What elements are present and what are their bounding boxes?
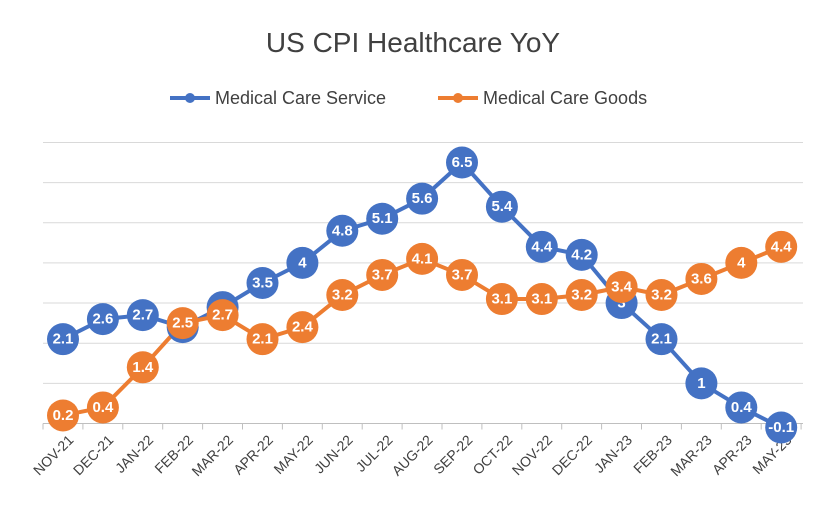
data-label: 5.1 xyxy=(372,210,393,227)
x-tick-label: NOV-22 xyxy=(509,432,556,479)
data-label: 3.2 xyxy=(651,287,672,304)
series-layer: 2.12.62.72.42.93.544.85.15.66.55.44.44.2… xyxy=(47,146,798,444)
data-label: 5.6 xyxy=(412,190,433,207)
data-label: 4.1 xyxy=(412,250,433,267)
data-point xyxy=(286,311,319,344)
x-tick-label: APR-22 xyxy=(230,432,276,478)
data-label: 4.2 xyxy=(571,246,592,263)
data-point xyxy=(166,307,199,340)
data-label: 3.1 xyxy=(531,291,552,308)
data-point xyxy=(565,238,598,271)
data-point xyxy=(406,182,439,215)
data-point xyxy=(326,279,359,312)
data-label: 0.4 xyxy=(92,399,114,416)
data-point xyxy=(725,246,758,279)
data-label: 2.4 xyxy=(292,319,314,336)
data-point xyxy=(366,202,399,235)
x-tick-label: APR-23 xyxy=(709,432,755,478)
data-label: 3.4 xyxy=(611,278,633,295)
data-label: -0.1 xyxy=(768,419,794,436)
data-label: 3 xyxy=(617,295,625,312)
data-label: 3.7 xyxy=(452,266,473,283)
data-label: 2.5 xyxy=(172,315,193,332)
data-label: 4 xyxy=(298,254,307,271)
series-1-points: 2.12.62.72.42.93.544.85.15.66.55.44.44.2… xyxy=(47,146,798,444)
data-label: 2.7 xyxy=(212,307,233,324)
data-point xyxy=(685,262,718,295)
data-point xyxy=(765,230,798,263)
x-tick-label: JAN-23 xyxy=(591,432,635,476)
data-label: 2.7 xyxy=(132,307,153,324)
data-point xyxy=(525,230,558,263)
data-point xyxy=(126,299,159,332)
data-label: 4.4 xyxy=(531,238,553,255)
data-point xyxy=(326,214,359,247)
legend-label: Medical Care Service xyxy=(215,88,386,108)
data-point xyxy=(47,399,79,432)
data-point xyxy=(366,258,399,291)
chart-title: US CPI Healthcare YoY xyxy=(266,27,560,58)
data-point xyxy=(286,246,319,279)
data-point xyxy=(485,283,518,316)
x-tick-label: MAR-22 xyxy=(188,432,236,480)
data-point xyxy=(47,323,79,356)
x-tick-label: MAR-23 xyxy=(667,432,715,480)
data-label: 2.1 xyxy=(252,331,273,348)
data-point xyxy=(406,242,439,275)
data-label: 1 xyxy=(697,375,705,392)
data-point xyxy=(605,270,638,303)
data-point xyxy=(246,266,279,299)
data-label: 4 xyxy=(737,254,746,271)
x-tick-label: NOV-21 xyxy=(30,432,77,479)
data-point xyxy=(246,323,279,356)
x-tick-label: AUG-22 xyxy=(389,432,436,479)
data-point xyxy=(685,367,718,400)
data-label: 5.4 xyxy=(491,198,513,215)
data-label: 3.1 xyxy=(491,291,512,308)
x-tick-label: DEC-22 xyxy=(549,432,596,479)
data-point xyxy=(446,258,478,291)
data-label: 0.4 xyxy=(731,399,753,416)
legend-marker xyxy=(453,93,463,103)
data-point xyxy=(645,279,678,312)
x-tick-label: JUN-22 xyxy=(311,432,356,477)
x-axis: NOV-21DEC-21JAN-22FEB-22MAR-22APR-22MAY-… xyxy=(30,423,803,480)
data-point xyxy=(765,411,798,444)
data-label: 3.2 xyxy=(332,287,353,304)
data-label: 2.1 xyxy=(651,331,672,348)
data-label: 3.7 xyxy=(372,266,393,283)
data-label: 0.2 xyxy=(53,407,74,424)
data-label: 3.2 xyxy=(571,287,592,304)
data-point xyxy=(86,303,119,336)
data-point xyxy=(126,351,159,384)
x-tick-label: JAN-22 xyxy=(112,432,156,476)
data-label: 4.4 xyxy=(771,238,793,255)
x-tick-label: DEC-21 xyxy=(70,432,117,479)
data-label: 3.6 xyxy=(691,270,712,287)
legend-marker xyxy=(185,93,195,103)
data-point xyxy=(725,391,758,424)
data-point xyxy=(206,299,239,332)
data-point xyxy=(525,283,558,316)
data-label: 4.8 xyxy=(332,222,353,239)
data-point xyxy=(86,391,119,424)
data-label: 2.6 xyxy=(92,311,113,328)
legend-label: Medical Care Goods xyxy=(483,88,647,108)
data-point xyxy=(645,323,678,356)
series-2-points: 0.2 0.4 1.4 2.5 2.7 2.1 2.4 3.2 3.7 4.1 3.7 3.1 3.1 3… xyxy=(47,230,798,432)
data-point xyxy=(565,279,598,312)
x-tick-label: MAY-22 xyxy=(270,432,316,478)
data-point xyxy=(485,190,518,223)
x-tick-label: SEP-22 xyxy=(430,432,476,478)
x-tick-label: OCT-22 xyxy=(469,432,515,478)
data-label: 1.4 xyxy=(132,359,154,376)
data-point xyxy=(446,146,478,179)
data-label: 2.1 xyxy=(53,331,74,348)
legend: Medical Care Service Medical Care Goods xyxy=(170,88,647,108)
data-label: 6.5 xyxy=(452,154,473,171)
data-label: 3.5 xyxy=(252,274,273,291)
